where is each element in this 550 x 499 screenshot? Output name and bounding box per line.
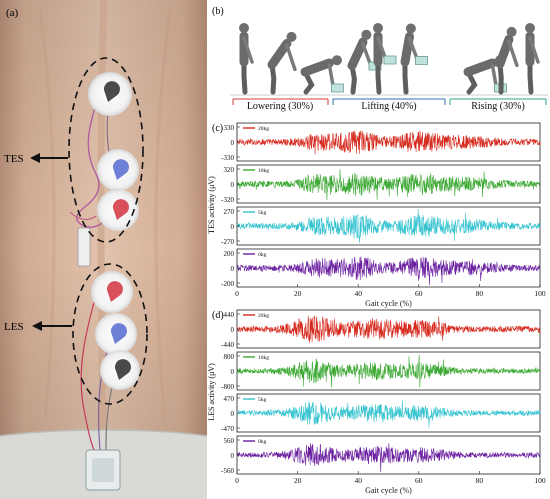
les-label: LES — [4, 321, 24, 333]
y-tick-label: -200 — [221, 280, 234, 288]
posture-figure — [400, 23, 428, 95]
phase-label-rising: Rising (30%) — [471, 101, 525, 112]
y-tick-label: -560 — [221, 467, 234, 475]
x-tick-label: 60 — [415, 289, 423, 298]
tes-region-outline — [68, 57, 144, 243]
posture-figure — [495, 26, 519, 95]
y-tick-label: 800 — [224, 353, 235, 361]
legend-label: 0kg — [258, 252, 267, 258]
y-tick-label: -440 — [221, 341, 234, 349]
panel-a-label: (a) — [6, 7, 19, 19]
panel-c-label: (c) — [212, 123, 223, 134]
panel-c-tes-chart: (c) 3300-33020kg3200-32010kg2700-2705kg2… — [207, 122, 546, 308]
x-tick-label: 60 — [415, 476, 423, 485]
emg-trace-10kg — [236, 169, 541, 201]
y-tick-label: 0 — [231, 410, 235, 418]
y-tick-label: 200 — [224, 250, 235, 258]
legend-label: 0kg — [258, 439, 267, 445]
emg-subplot-5kg: 270 0 -270 5kg — [221, 206, 541, 246]
y-tick-label: 0 — [231, 368, 235, 376]
phase-label-lowering: Lowering (30%) — [247, 101, 313, 112]
posture-figure — [267, 31, 297, 95]
emg-trace-20kg — [236, 315, 541, 343]
y-tick-label: 0 — [231, 181, 235, 189]
posture-figure — [239, 23, 254, 95]
panel-b-label: (b) — [212, 6, 224, 17]
y-axis-label: LES activity (μV) — [207, 363, 216, 421]
sensor-connector — [77, 227, 91, 267]
phase-label-lifting: Lifting (40%) — [361, 101, 416, 112]
y-tick-label: 0 — [231, 139, 235, 147]
y-tick-label: -800 — [221, 383, 234, 391]
x-axis-label: Gait cycle (%) — [365, 299, 412, 308]
x-tick-label: 80 — [476, 289, 484, 298]
x-tick-label: 0 — [235, 289, 239, 298]
emg-subplot-5kg: 470 0 -470 5kg — [221, 393, 541, 433]
y-tick-label: -270 — [221, 238, 234, 246]
y-tick-label: 0 — [231, 452, 235, 460]
panel-a-photo: (a) TES LES — [0, 0, 208, 499]
emg-subplot-10kg: 320 0 -320 10kg — [221, 164, 541, 204]
y-tick-label: 0 — [231, 326, 235, 334]
lifting-posture-sequence — [239, 23, 540, 95]
y-tick-label: 270 — [224, 208, 235, 216]
y-axis-label: TES activity (μV) — [207, 176, 216, 234]
y-tick-label: 560 — [224, 437, 235, 445]
emg-subplot-0kg: 560 0 -560 0kg — [221, 435, 541, 475]
panel-d-les-chart: (d) 4400-44020kg8000-80010kg4700-4705kg5… — [207, 309, 546, 495]
x-tick-label: 80 — [476, 476, 484, 485]
posture-figure — [525, 23, 540, 95]
posture-figure — [347, 29, 382, 95]
box-icon — [331, 83, 344, 93]
emg-trace-5kg — [236, 400, 541, 428]
x-tick-label: 40 — [354, 289, 362, 298]
emg-trace-10kg — [236, 354, 541, 388]
emg-trace-5kg — [236, 208, 541, 244]
panel-d-label: (d) — [212, 310, 224, 321]
posture-figure — [300, 55, 344, 95]
x-tick-label: 20 — [294, 289, 302, 298]
x-axis-label: Gait cycle (%) — [365, 486, 412, 495]
legend-label: 20kg — [258, 126, 269, 132]
legend-label: 20kg — [258, 313, 269, 319]
emg-trace-0kg — [236, 256, 541, 286]
emg-subplot-20kg: 440 0 -440 20kg — [221, 309, 541, 349]
y-tick-label: -470 — [221, 425, 234, 433]
x-tick-label: 40 — [354, 476, 362, 485]
y-tick-label: 0 — [231, 265, 235, 273]
tes-label: TES — [4, 153, 24, 165]
posture-figure — [373, 23, 397, 95]
y-tick-label: -330 — [221, 154, 234, 162]
emg-subplot-20kg: 330 0 -330 20kg — [221, 122, 541, 162]
x-tick-label: 20 — [294, 476, 302, 485]
emg-trace-0kg — [236, 443, 541, 473]
box-icon — [415, 55, 428, 65]
emg-trace-20kg — [236, 130, 541, 155]
y-tick-label: 330 — [224, 124, 235, 132]
legend-label: 10kg — [258, 355, 269, 361]
panel-b: (b) Lowering (30%) Lifting (40%) Rising … — [212, 6, 548, 112]
legend-label: 5kg — [258, 397, 267, 403]
y-tick-label: 320 — [224, 166, 235, 174]
emg-subplot-0kg: 200 0 -200 0kg — [221, 248, 541, 288]
y-tick-label: 440 — [224, 311, 235, 319]
y-tick-label: 0 — [231, 223, 235, 231]
x-tick-label: 100 — [534, 476, 546, 485]
box-icon — [383, 55, 397, 65]
legend-label: 10kg — [258, 168, 269, 174]
emg-subplot-10kg: 800 0 -800 10kg — [221, 351, 541, 391]
legend-label: 5kg — [258, 210, 267, 216]
y-tick-label: -320 — [221, 196, 234, 204]
les-region-outline — [72, 263, 148, 405]
x-tick-label: 0 — [235, 476, 239, 485]
x-tick-label: 100 — [534, 289, 546, 298]
y-tick-label: 470 — [224, 395, 235, 403]
